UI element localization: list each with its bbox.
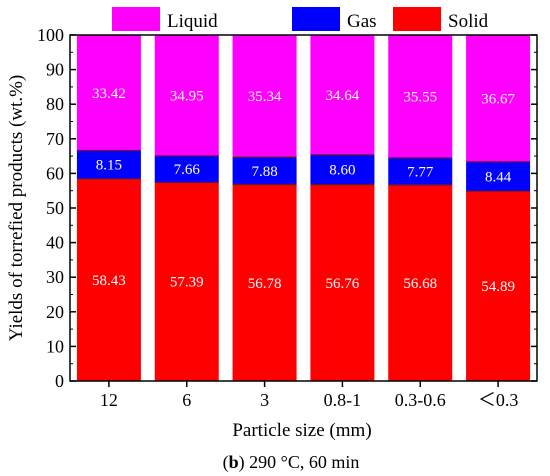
axes: 0 10 20 30 40 50 60 70 80 90 100 12 6 3 0.8-1 0.3-0.6 ＜0… — [37, 25, 538, 410]
value-label-liquid: 33.42 — [92, 86, 126, 102]
figure-caption: (b) 290 °C, 60 min — [223, 452, 360, 473]
x-tick-label: 0.8-1 — [324, 390, 362, 410]
bar-segment-gas — [388, 158, 453, 185]
bar-segment-gas — [154, 155, 219, 183]
y-tick-label: 30 — [46, 267, 64, 287]
bar-segment-solid — [76, 178, 141, 381]
bars: 58.43 8.15 33.42 57.39 7.66 34.95 56.78 7.88 35.… — [76, 35, 531, 381]
value-label-solid: 56.78 — [248, 276, 282, 292]
bar-segment-solid — [154, 182, 219, 381]
x-tick-label: 3 — [260, 390, 269, 410]
y-tick-label: 70 — [46, 129, 64, 149]
legend-label-solid: Solid — [448, 11, 489, 32]
value-label-gas: 8.15 — [96, 158, 122, 174]
bar-segment-solid — [310, 184, 375, 381]
y-tick-label: 100 — [37, 25, 64, 45]
legend-swatch-gas — [292, 7, 340, 31]
value-label-gas: 7.88 — [251, 164, 277, 180]
bar-segment-liquid — [388, 35, 453, 159]
y-tick-label: 80 — [46, 94, 64, 114]
y-tick-label: 0 — [55, 371, 64, 391]
legend-swatch-solid — [393, 7, 441, 31]
value-label-liquid: 35.55 — [403, 90, 437, 106]
value-label-gas: 7.66 — [174, 162, 201, 178]
x-tick-label: 12 — [100, 390, 118, 410]
bar-segment-gas — [310, 154, 375, 185]
y-axis-label: Yields of torrefied products (wt.%) — [6, 75, 27, 341]
value-label-solid: 56.68 — [403, 276, 437, 292]
value-label-gas: 8.60 — [329, 163, 355, 179]
x-tick-label: ＜0.3 — [478, 390, 519, 410]
legend: Liquid Gas Solid — [112, 7, 489, 32]
bar-segment-liquid — [466, 35, 531, 162]
x-axis-label: Particle size (mm) — [232, 420, 371, 441]
value-label-gas: 8.44 — [485, 169, 512, 185]
bar-segment-gas — [232, 157, 297, 185]
value-label-liquid: 34.64 — [326, 88, 360, 104]
value-label-liquid: 36.67 — [481, 91, 515, 107]
y-tick-label: 10 — [46, 336, 64, 356]
caption-panel-letter: b — [229, 452, 239, 472]
y-tick-label: 90 — [46, 60, 64, 80]
bar-segment-liquid — [310, 35, 375, 155]
y-tick-label: 20 — [46, 302, 64, 322]
value-label-gas: 7.77 — [407, 164, 434, 180]
value-label-liquid: 34.95 — [170, 88, 204, 104]
value-label-solid: 54.89 — [481, 279, 515, 295]
value-label-solid: 58.43 — [92, 273, 126, 289]
value-label-solid: 57.39 — [170, 275, 204, 291]
x-tick-label: 6 — [182, 390, 191, 410]
bar-segment-liquid — [154, 35, 219, 156]
bar-segment-solid — [388, 184, 453, 381]
x-tick-label: 0.3-0.6 — [395, 390, 446, 410]
legend-swatch-liquid — [112, 7, 160, 31]
bar-segment-solid — [232, 184, 297, 381]
legend-label-liquid: Liquid — [167, 11, 218, 32]
y-tick-label: 60 — [46, 163, 64, 183]
bar-segment-gas — [466, 161, 531, 192]
caption-text: 290 °C, 60 min — [245, 452, 360, 472]
bar-segment-liquid — [232, 35, 297, 158]
bar-segment-solid — [466, 191, 531, 381]
legend-label-gas: Gas — [347, 11, 377, 32]
value-label-solid: 56.76 — [326, 276, 360, 292]
bar-segment-gas — [76, 150, 141, 179]
y-tick-label: 50 — [46, 198, 64, 218]
y-tick-label: 40 — [46, 233, 64, 253]
bar-segment-liquid — [76, 35, 141, 151]
value-label-liquid: 35.34 — [248, 89, 282, 105]
